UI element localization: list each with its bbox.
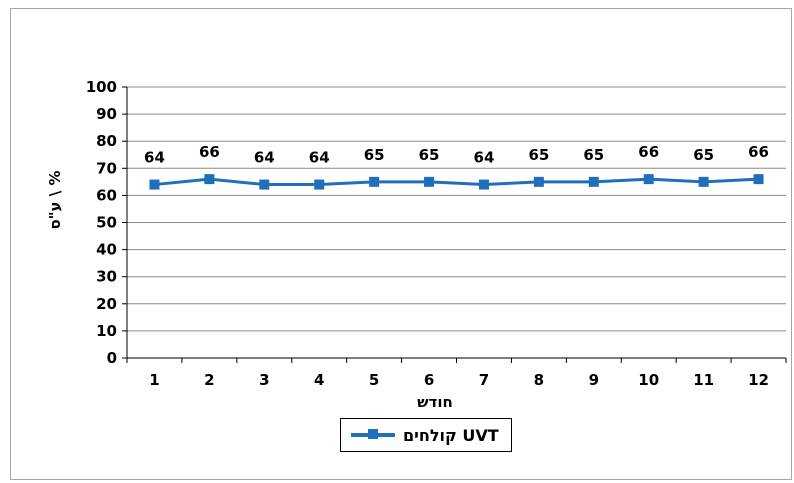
x-tick-label: 7	[479, 371, 489, 389]
data-label: 64	[254, 149, 275, 167]
data-point	[643, 174, 654, 185]
data-label: 64	[474, 149, 495, 167]
data-labels: 64 66 64 64 65 65 64 65 65 66 65 66	[144, 143, 769, 166]
x-tick-label: 6	[424, 371, 434, 389]
x-axis-label: חודש	[417, 393, 453, 411]
y-tick-label: 0	[107, 349, 117, 367]
y-tick-label: 60	[96, 186, 117, 204]
x-tick-label: 4	[314, 371, 324, 389]
x-tick-label: 1	[149, 371, 159, 389]
data-label: 64	[144, 149, 165, 167]
y-tick-label: 100	[86, 78, 117, 96]
data-point	[369, 176, 380, 187]
y-tick-label: 70	[96, 159, 117, 177]
y-tick-label: 30	[96, 268, 117, 286]
x-tick-label: 11	[693, 371, 714, 389]
y-tick-label: 80	[96, 132, 117, 150]
y-tick-label: 20	[96, 295, 117, 313]
data-label: 65	[419, 146, 440, 164]
x-tick-label: 2	[204, 371, 214, 389]
y-tick-label: 90	[96, 105, 117, 123]
data-point	[424, 176, 435, 187]
data-label: 66	[748, 143, 769, 161]
legend-series-label: UVT קולחים	[403, 425, 499, 445]
x-tick-label: 5	[369, 371, 379, 389]
data-point	[478, 179, 489, 190]
data-label: 64	[309, 149, 330, 167]
y-tick-label: 10	[96, 322, 117, 340]
data-label: 65	[528, 146, 549, 164]
y-axis-label: % \ ע"ס	[46, 171, 64, 230]
x-tick-label: 12	[748, 371, 769, 389]
data-label: 66	[638, 143, 659, 161]
y-tick-label: 50	[96, 214, 117, 232]
data-label: 66	[199, 143, 220, 161]
data-point	[259, 179, 270, 190]
data-point	[314, 179, 325, 190]
legend-marker	[368, 429, 378, 439]
x-tick-label: 10	[638, 371, 659, 389]
x-axis-ticks: 1 2 3 4 5 6 7 8 9 10 11 12	[126, 358, 787, 389]
axes	[126, 87, 786, 359]
series-polyline	[154, 177, 759, 187]
data-point	[588, 176, 599, 187]
data-point	[204, 174, 215, 185]
data-point	[533, 176, 544, 187]
x-tick-label: 9	[589, 371, 599, 389]
data-point	[753, 174, 764, 185]
data-label: 65	[364, 146, 385, 164]
legend-series-swatch	[351, 429, 395, 439]
series-line	[149, 174, 764, 190]
y-tick-label: 40	[96, 241, 117, 259]
x-tick-label: 8	[534, 371, 544, 389]
gridlines	[127, 86, 786, 332]
data-point	[149, 179, 160, 190]
data-label: 65	[693, 146, 714, 164]
y-axis-ticks: 0 10 20 30 40 50 60 70 80 90 100	[86, 78, 127, 367]
data-point	[698, 176, 709, 187]
x-tick-label: 3	[259, 371, 269, 389]
data-label: 65	[583, 146, 604, 164]
legend: UVT קולחים	[340, 418, 512, 452]
